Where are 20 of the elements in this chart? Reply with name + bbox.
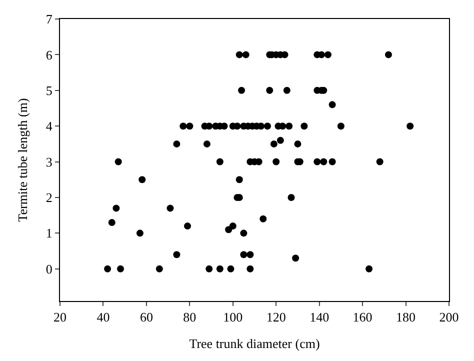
y-tick-label: 3 [46,154,52,170]
x-tick-label: 60 [140,310,153,325]
x-tick-label: 40 [96,310,110,325]
y-tick-label: 1 [46,226,52,241]
y-tick-label: 2 [46,190,52,206]
x-axis-title: Tree trunk diameter (cm) [189,336,320,352]
y-tick-label: 7 [46,12,53,27]
y-axis-title: Termite tube length (m) [14,98,30,222]
y-tick-label: 4 [46,118,53,134]
x-tick-label: 140 [310,310,330,325]
x-tick-label: 80 [183,310,196,325]
x-tick-label: 200 [439,310,459,325]
x-tick-label: 100 [223,310,243,325]
x-tick-label: 20 [54,310,66,325]
x-tick-label: 180 [396,310,416,325]
y-tick-label: 6 [46,47,53,62]
x-tick-label: 120 [266,310,286,325]
x-tick-label: 160 [352,310,372,325]
y-tick-label: 0 [46,261,52,276]
y-tick-label: 5 [46,82,52,98]
